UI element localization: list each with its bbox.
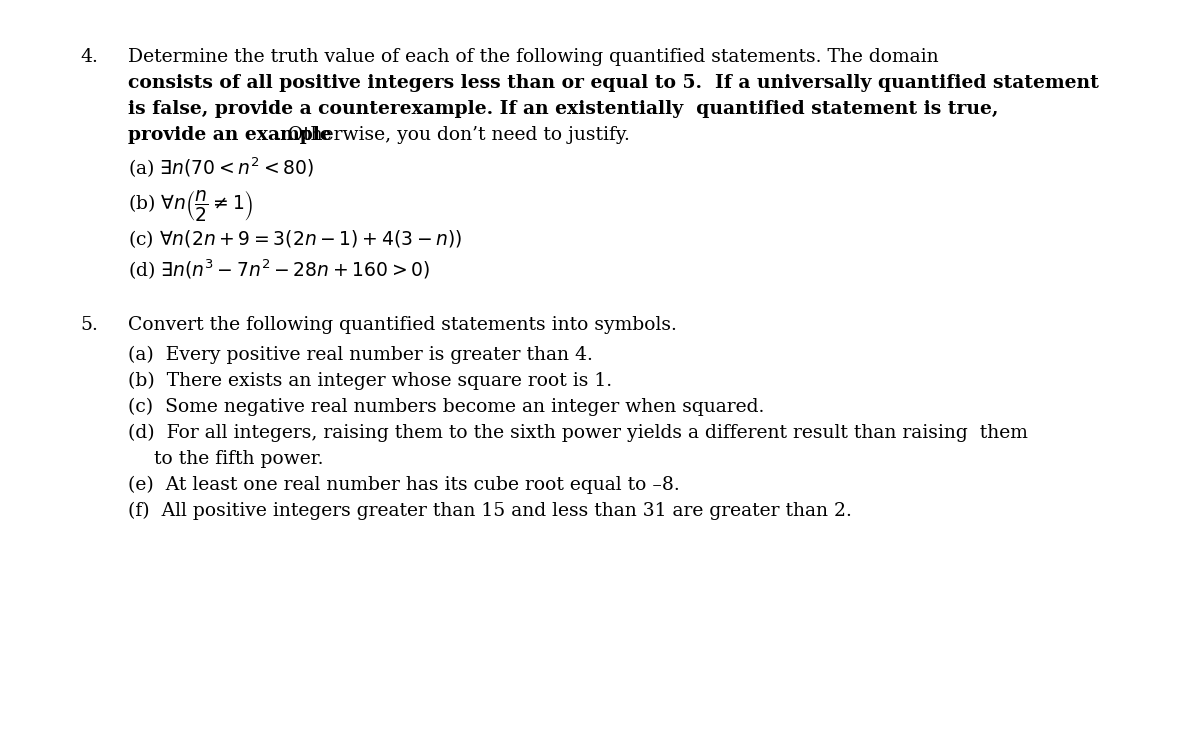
Text: Determine the truth value of each of the following quantified statements. The do: Determine the truth value of each of the…: [128, 48, 938, 66]
Text: (c)  Some negative real numbers become an integer when squared.: (c) Some negative real numbers become an…: [128, 398, 764, 416]
Text: (a) $\exists n(70 < n^2 < 80)$: (a) $\exists n(70 < n^2 < 80)$: [128, 156, 314, 180]
Text: Convert the following quantified statements into symbols.: Convert the following quantified stateme…: [128, 316, 677, 334]
Text: (c) $\forall n(2n + 9 = 3(2n - 1) + 4(3 - n))$: (c) $\forall n(2n + 9 = 3(2n - 1) + 4(3 …: [128, 228, 462, 250]
Text: consists of all positive integers less than or equal to 5.  If a universally qua: consists of all positive integers less t…: [128, 74, 1099, 92]
Text: (f)  All positive integers greater than 15 and less than 31 are greater than 2.: (f) All positive integers greater than 1…: [128, 502, 852, 520]
Text: provide an example: provide an example: [128, 126, 331, 144]
Text: (d)  For all integers, raising them to the sixth power yields a different result: (d) For all integers, raising them to th…: [128, 424, 1028, 442]
Text: (a)  Every positive real number is greater than 4.: (a) Every positive real number is greate…: [128, 346, 593, 364]
Text: . Otherwise, you don’t need to justify.: . Otherwise, you don’t need to justify.: [276, 126, 630, 144]
Text: is false, provide a counterexample. If an existentially  quantified statement is: is false, provide a counterexample. If a…: [128, 100, 998, 118]
Text: 4.: 4.: [80, 48, 98, 66]
Text: 5.: 5.: [80, 316, 98, 334]
Text: (b)  There exists an integer whose square root is 1.: (b) There exists an integer whose square…: [128, 372, 612, 390]
Text: (e)  At least one real number has its cube root equal to –8.: (e) At least one real number has its cub…: [128, 476, 679, 494]
Text: to the fifth power.: to the fifth power.: [154, 450, 324, 468]
Text: (d) $\exists n(n^3 - 7n^2 - 28n + 160 > 0)$: (d) $\exists n(n^3 - 7n^2 - 28n + 160 > …: [128, 258, 430, 282]
Text: (b) $\forall n\left(\dfrac{n}{2} \neq 1\right)$: (b) $\forall n\left(\dfrac{n}{2} \neq 1\…: [128, 188, 253, 223]
